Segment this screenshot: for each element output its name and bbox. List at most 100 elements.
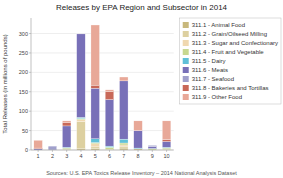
grid-line: [31, 33, 174, 34]
grid: [29, 34, 174, 150]
legend-swatch: [183, 67, 189, 73]
y-tick-label: 150: [19, 89, 28, 95]
bar-segment: [62, 126, 71, 147]
bar-segment: [91, 25, 100, 85]
bar-segment: [134, 121, 143, 131]
legend-swatch: [183, 40, 189, 46]
title: Releases by EPA Region and Subsector in …: [56, 3, 228, 12]
bar-segment: [148, 147, 157, 149]
bar-segment: [62, 149, 71, 150]
y-tick-label: 250: [19, 50, 28, 56]
legend-label: 311.8 - Bakeries and Tortillas: [192, 85, 269, 91]
legend-label: 311.4 - Fruit and Vegetable: [192, 49, 265, 55]
legend-swatch: [183, 22, 189, 28]
bar-segment: [48, 146, 57, 150]
bar-segment: [91, 144, 100, 147]
bar-segment: [34, 140, 43, 148]
y-axis-label: Total Releases (in millions of pounds): [2, 34, 8, 133]
bar-segment: [48, 146, 57, 147]
bar-segment: [148, 145, 157, 146]
legend-swatch: [183, 58, 189, 64]
legend: 311.1 - Animal Food 311.2 - Grain/Oilseed…: [180, 18, 281, 104]
bar-segment: [162, 141, 171, 147]
bar-segment: [134, 148, 143, 149]
bar-segment: [91, 85, 100, 88]
y-tick-label: 100: [19, 108, 28, 114]
bar-segment: [119, 81, 128, 139]
grid-line: [31, 91, 174, 92]
chart: 05010015020025030012345678910Releases by…: [0, 0, 283, 178]
bar-segment: [77, 122, 86, 149]
bar-segment: [162, 148, 171, 149]
x-tick: [38, 150, 39, 152]
x-tick: [52, 150, 53, 152]
legend-swatch: [183, 94, 189, 100]
bar-segment: [77, 33, 86, 34]
x-tick-label: 5: [94, 153, 97, 159]
x-tick-label: 7: [122, 153, 125, 159]
bar-segment: [134, 148, 143, 149]
x-tick-label: 6: [108, 153, 111, 159]
bar-segment: [105, 90, 114, 92]
bar-segment: [148, 145, 157, 146]
legend-swatch: [183, 31, 189, 37]
x-tick: [166, 150, 167, 152]
bar-segment: [105, 92, 114, 100]
bar-segment: [62, 149, 71, 150]
legend-swatch: [183, 49, 189, 55]
bar-segment: [119, 77, 128, 81]
bar-segment: [119, 139, 128, 143]
bar-segment: [77, 34, 86, 117]
x-tick: [123, 150, 124, 152]
bar-segment: [119, 145, 128, 146]
x-tick-label: 10: [164, 153, 170, 159]
y-tick-label: 0: [25, 147, 28, 153]
x-tick: [109, 150, 110, 152]
bar-segment: [62, 148, 71, 149]
bar-segment: [162, 149, 171, 150]
annotation: Sources: U.S. EPA Toxics Release Invento…: [46, 170, 237, 176]
x-tick-label: 2: [51, 153, 54, 159]
bar-segment: [34, 148, 43, 149]
legend-swatch: [183, 85, 189, 91]
legend-label: 311.6 - Meats: [192, 67, 228, 73]
grid-line: [31, 111, 174, 112]
bar-segment: [91, 88, 100, 138]
x-tick-label: 3: [65, 153, 68, 159]
bar-segment: [91, 143, 100, 144]
legend-frame: [180, 18, 281, 104]
bar-segment: [105, 100, 114, 147]
x-tick-label: 4: [79, 153, 82, 159]
bar-segment: [77, 117, 86, 118]
bar-segment: [77, 119, 86, 120]
bars: [34, 25, 171, 150]
bar-segment: [77, 33, 86, 34]
y-tick-label: 300: [19, 31, 28, 37]
legend-label: 311.5 - Dairy: [192, 58, 226, 64]
bar-segment: [91, 139, 100, 143]
bar-segment: [148, 145, 157, 146]
y-tick-label: 50: [22, 128, 28, 134]
legend-label: 311.1 - Animal Food: [192, 22, 245, 28]
grid-line: [31, 72, 174, 73]
bar-segment: [105, 146, 114, 147]
x-tick-label: 8: [137, 153, 140, 159]
bar-segment: [91, 147, 100, 149]
grid-line: [31, 130, 174, 131]
legend-label: 311.7 - Seafood: [192, 76, 234, 82]
bar-segment: [62, 121, 71, 123]
x-tick: [152, 150, 153, 152]
legend-label: 311.2 - Grain/Oilseed Milling: [192, 31, 267, 37]
bar-segment: [48, 146, 57, 147]
bar-segment: [119, 146, 128, 148]
bar-segment: [119, 143, 128, 145]
x-tick: [95, 150, 96, 152]
bar-segment: [105, 147, 114, 149]
bar-segment: [162, 140, 171, 142]
grid-line: [31, 52, 174, 53]
bar-segment: [62, 123, 71, 126]
bar-segment: [134, 131, 143, 148]
x-tick-label: 1: [37, 153, 40, 159]
y-axis: [31, 18, 32, 150]
y-tick-label: 200: [19, 69, 28, 75]
